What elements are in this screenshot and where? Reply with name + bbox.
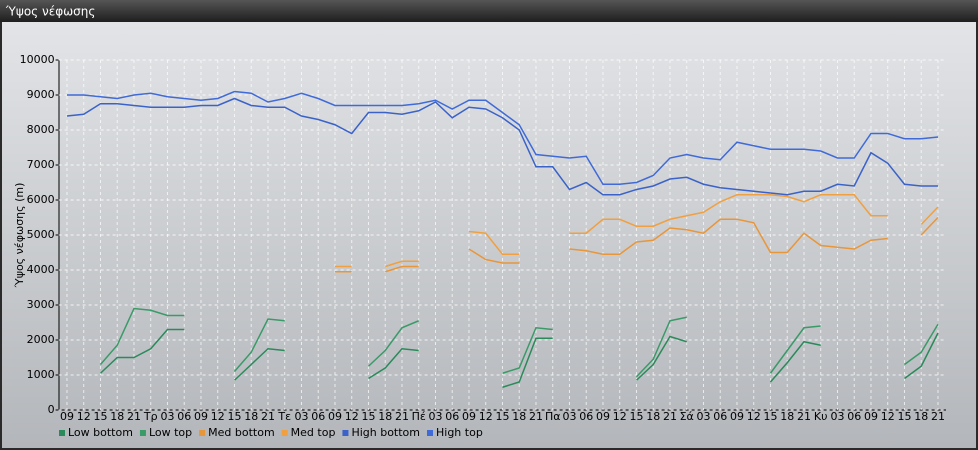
- x-tick-label: Σά: [680, 410, 694, 423]
- x-tick-label: 18: [378, 410, 392, 423]
- x-tick-label: Πα: [545, 410, 561, 423]
- y-tick-label: 2000: [27, 333, 55, 346]
- legend-label: High top: [436, 426, 483, 439]
- x-tick-label: 12: [345, 410, 359, 423]
- legend-label: Med bottom: [208, 426, 275, 439]
- title-bar: [0, 0, 978, 22]
- x-tick-label: 18: [110, 410, 124, 423]
- x-tick-label: 03: [562, 410, 576, 423]
- x-tick-label: 06: [579, 410, 593, 423]
- x-tick-label: 03: [428, 410, 442, 423]
- x-tick-label: 12: [747, 410, 761, 423]
- x-tick-label: 12: [211, 410, 225, 423]
- x-tick-label: 06: [445, 410, 459, 423]
- legend-label: Low bottom: [68, 426, 133, 439]
- y-tick-label: 0: [48, 403, 55, 416]
- y-tick-label: 6000: [27, 193, 55, 206]
- x-tick-label: 15: [629, 410, 643, 423]
- x-tick-label: Πέ: [412, 410, 426, 423]
- chart-title: Ύψος νέφωσης: [5, 5, 95, 19]
- x-tick-label: 12: [881, 410, 895, 423]
- series-line: [66, 97, 938, 196]
- x-tick-label: 03: [294, 410, 308, 423]
- y-axis-label: Ύψος νέφωσης (m): [13, 183, 26, 289]
- x-tick-label: 09: [194, 410, 208, 423]
- x-tick-label: 21: [395, 410, 409, 423]
- legend-swatch: [281, 430, 288, 436]
- x-tick-label: 06: [713, 410, 727, 423]
- x-tick-label: 06: [847, 410, 861, 423]
- x-tick-label: 09: [730, 410, 744, 423]
- plot-background: [2, 22, 976, 448]
- x-tick-label: 09: [864, 410, 878, 423]
- x-tick-label: 21: [261, 410, 275, 423]
- legend-swatch: [139, 430, 146, 436]
- legend-swatch: [59, 430, 65, 436]
- x-tick-label: 15: [763, 410, 777, 423]
- x-tick-label: 21: [127, 410, 141, 423]
- x-tick-label: 12: [613, 410, 627, 423]
- y-tick-label: 5000: [27, 228, 55, 241]
- y-tick-label: 1000: [27, 368, 55, 381]
- x-tick-label: 15: [227, 410, 241, 423]
- legend-swatch: [199, 430, 206, 436]
- x-tick-label: 18: [512, 410, 526, 423]
- x-tick-label: 09: [328, 410, 342, 423]
- x-tick-label: 12: [77, 410, 91, 423]
- legend-swatch: [342, 430, 349, 436]
- x-tick-label: 21: [529, 410, 543, 423]
- y-tick-label: 7000: [27, 158, 55, 171]
- series-line: [66, 90, 939, 185]
- legend-label: Low top: [149, 426, 192, 439]
- x-tick-label: 18: [646, 410, 660, 423]
- series-line: [334, 194, 939, 268]
- legend-label: High bottom: [351, 426, 420, 439]
- x-tick-label: 21: [663, 410, 677, 423]
- x-tick-label: 09: [462, 410, 476, 423]
- y-tick-label: 10000: [20, 53, 55, 66]
- x-tick-label: 21: [931, 410, 945, 423]
- y-tick-label: 9000: [27, 88, 55, 101]
- x-tick-label: 18: [244, 410, 258, 423]
- series-line: [99, 328, 939, 388]
- x-tick-label: Κυ: [814, 410, 828, 423]
- x-tick-label: 03: [830, 410, 844, 423]
- x-tick-label: 03: [696, 410, 710, 423]
- x-tick-label: 06: [311, 410, 325, 423]
- x-tick-label: 18: [780, 410, 794, 423]
- series-line: [99, 307, 939, 378]
- x-tick-label: 15: [93, 410, 107, 423]
- x-tick-label: 15: [361, 410, 375, 423]
- y-tick-label: 8000: [27, 123, 55, 136]
- x-tick-label: 21: [797, 410, 811, 423]
- x-tick-label: 12: [479, 410, 493, 423]
- y-tick-label: 3000: [27, 298, 55, 311]
- x-tick-label: 09: [596, 410, 610, 423]
- series-line: [334, 216, 939, 273]
- x-tick-label: 15: [897, 410, 911, 423]
- x-tick-label: 06: [177, 410, 191, 423]
- legend-label: Med top: [291, 426, 336, 439]
- x-tick-label: 09: [60, 410, 74, 423]
- legend-swatch: [427, 430, 433, 436]
- y-tick-label: 4000: [27, 263, 55, 276]
- x-tick-label: Τρ: [143, 410, 158, 423]
- x-tick-label: 15: [495, 410, 509, 423]
- x-tick-label: Τε: [277, 410, 291, 423]
- x-tick-label: 18: [914, 410, 928, 423]
- x-tick-label: 03: [160, 410, 174, 423]
